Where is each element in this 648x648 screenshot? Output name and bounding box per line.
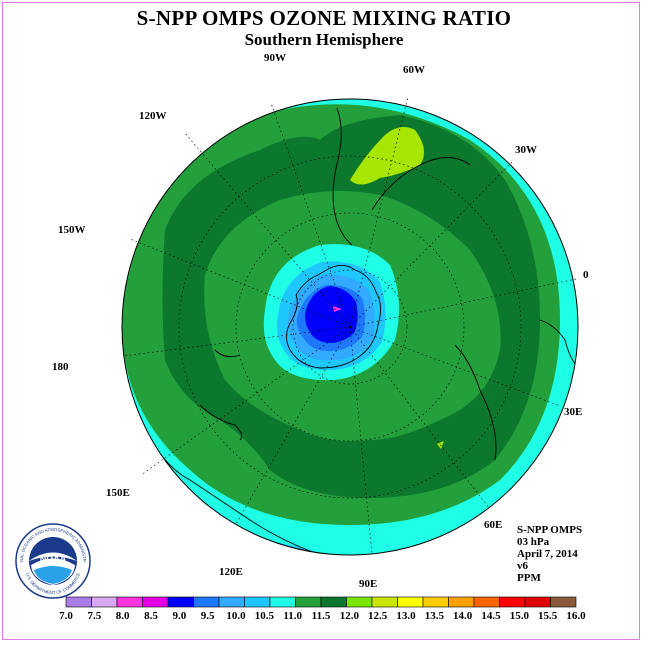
colorbar-box — [397, 596, 424, 608]
colorbar-box — [448, 596, 475, 608]
colorbar-box — [473, 596, 500, 608]
latitude-circle-60 — [178, 155, 522, 499]
colorbar-tick-label: 11.0 — [283, 610, 302, 622]
label-90w: 90W — [264, 52, 286, 64]
colorbar-box — [116, 596, 143, 608]
longitude-labels: 90W 60W 30W 0 30E 60E 90E 120E 150E 180 … — [52, 52, 589, 590]
label-0: 0 — [583, 269, 589, 281]
map-title: S-NPP OMPS OZONE MIXING RATIO — [136, 6, 512, 30]
australia-coast — [149, 439, 321, 555]
info-instrument: S-NPP OMPS — [517, 524, 583, 536]
label-30e: 30E — [564, 406, 582, 418]
meridian-60e — [349, 326, 490, 509]
africa-coast — [454, 344, 497, 461]
info-level: 03 hPa — [517, 536, 550, 548]
contour-8-5-min — [333, 306, 342, 312]
africa-south-coast — [539, 319, 578, 371]
colorbar-tick-label: 7.5 — [87, 610, 101, 622]
colorbar-box — [346, 596, 373, 608]
latitude-circle-80 — [292, 269, 408, 385]
colorbar: 7.0 7.5 8.0 8.5 9.0 9.5 10.0 10.5 11.0 11.5 12.0 12… — [59, 596, 586, 622]
label-150e: 150E — [106, 487, 130, 499]
colorbar-tick-label: 16.0 — [566, 610, 586, 622]
south-america-coast — [332, 107, 353, 246]
latitude-circle-70 — [235, 212, 465, 442]
label-30w: 30W — [515, 144, 537, 156]
colorbar-tick-label: 15.0 — [510, 610, 530, 622]
figure-frame — [2, 2, 640, 640]
colorbar-tick-label: 12.5 — [368, 610, 388, 622]
contour-12-5-max — [350, 126, 424, 185]
colorbar-tick-label: 13.0 — [396, 610, 416, 622]
noaa-logo: NOAA NATIONAL OCEANIC AND ATMOSPHERIC AD… — [14, 522, 91, 599]
colorbar-tick-label: 12.0 — [340, 610, 360, 622]
colorbar-tick-label: 8.0 — [116, 610, 130, 622]
label-60e: 60E — [484, 519, 502, 531]
colorbar-box — [142, 596, 169, 608]
colorbar-box — [269, 596, 296, 608]
colorbar-tick-label: 14.0 — [453, 610, 473, 622]
colorbar-box — [422, 596, 449, 608]
colorbar-tick-label: 10.5 — [255, 610, 275, 622]
new-zealand-coast — [199, 404, 243, 441]
info-version: v6 — [517, 560, 528, 572]
colorbar-tick-label: 8.5 — [144, 610, 158, 622]
colorbar-box — [371, 596, 398, 608]
label-120w: 120W — [139, 110, 167, 122]
label-60w: 60W — [403, 64, 425, 76]
colorbar-tick-label: 9.5 — [201, 610, 215, 622]
colorbar-box — [524, 596, 551, 608]
contour-9-center — [305, 286, 358, 343]
colorbar-box — [167, 596, 194, 608]
label-90e: 90E — [359, 578, 377, 590]
colorbar-box — [91, 596, 118, 608]
meridian-90e — [349, 326, 373, 555]
colorbar-tick-label: 11.5 — [312, 610, 331, 622]
map-subtitle: Southern Hemisphere — [244, 30, 404, 49]
coastlines — [149, 107, 578, 555]
meridian-150w — [129, 238, 351, 328]
colorbar-box — [295, 596, 322, 608]
colorbar-box — [320, 596, 347, 608]
colorbar-boxes — [65, 596, 577, 608]
meridian-30e — [349, 326, 561, 407]
colorbar-ticks: 7.0 7.5 8.0 8.5 9.0 9.5 10.0 10.5 11.0 11.5 12.0 12… — [59, 610, 586, 622]
colorbar-tick-label: 14.5 — [481, 610, 501, 622]
label-180: 180 — [52, 361, 69, 373]
graticule — [122, 96, 577, 555]
info-units: PPM — [517, 572, 541, 584]
label-120e: 120E — [219, 566, 243, 578]
meridian-120e — [235, 326, 351, 525]
colorbar-tick-label: 7.0 — [59, 610, 73, 622]
colorbar-box — [550, 596, 577, 608]
logo-text: NOAA — [40, 554, 67, 564]
map-boundary — [121, 98, 579, 556]
colorbar-tick-label: 9.0 — [172, 610, 186, 622]
colorbar-box — [244, 596, 271, 608]
colorbar-tick-label: 13.5 — [425, 610, 445, 622]
contour-10-5-w — [90, 180, 118, 260]
colorbar-tick-label: 10.0 — [226, 610, 246, 622]
info-block: S-NPP OMPS 03 hPa April 7, 2014 v6 PPM — [517, 524, 582, 584]
ross-sea-islands — [214, 349, 241, 358]
info-date: April 7, 2014 — [517, 548, 578, 560]
colorbar-box — [218, 596, 245, 608]
antarctica-coast — [286, 265, 381, 369]
colorbar-tick-label: 15.5 — [538, 610, 558, 622]
colorbar-box — [499, 596, 526, 608]
south-america-east-coast — [371, 157, 471, 211]
colorbar-box — [193, 596, 220, 608]
label-150w: 150W — [58, 224, 86, 236]
